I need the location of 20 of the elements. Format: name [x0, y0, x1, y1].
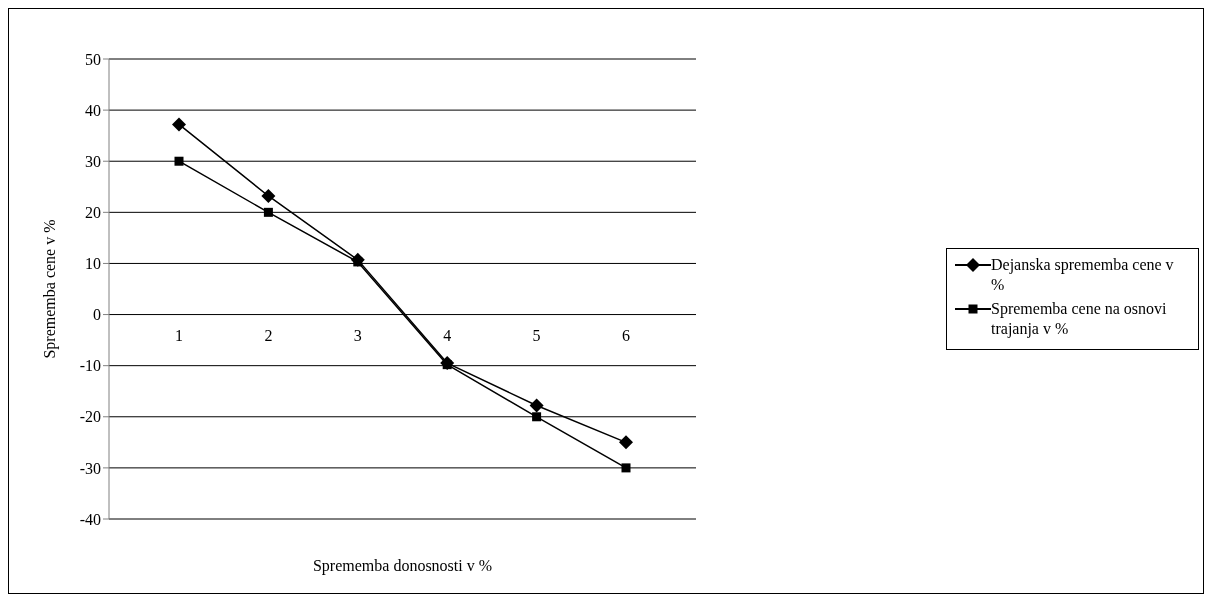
y-tick-label: -30 — [79, 459, 101, 477]
y-tick-label: 40 — [85, 101, 101, 119]
x-tick-label: 5 — [532, 326, 541, 344]
y-tick-label: -10 — [79, 357, 101, 375]
x-tick-label: 2 — [264, 326, 273, 344]
y-tick-label: -40 — [79, 510, 101, 528]
y-tick-label: 30 — [85, 152, 101, 170]
x-tick-label: 4 — [443, 326, 452, 344]
y-tick-label: 10 — [85, 255, 101, 273]
y-tick-label: 0 — [93, 306, 101, 324]
y-tick-label: 50 — [85, 50, 101, 68]
x-tick-label: 3 — [353, 326, 362, 344]
x-tick-label: 6 — [622, 326, 630, 344]
x-tick-label: 1 — [175, 326, 183, 344]
y-tick-label: 20 — [85, 204, 101, 222]
legend-label: Dejanska sprememba cene v % — [991, 255, 1175, 295]
y-axis-title: Sprememba cene v % — [40, 219, 59, 359]
x-axis-title: Sprememba donosnosti v % — [312, 557, 493, 575]
legend-label: Sprememba cene na osnovi trajanja v % — [991, 299, 1168, 339]
y-tick-label: -20 — [79, 408, 101, 426]
